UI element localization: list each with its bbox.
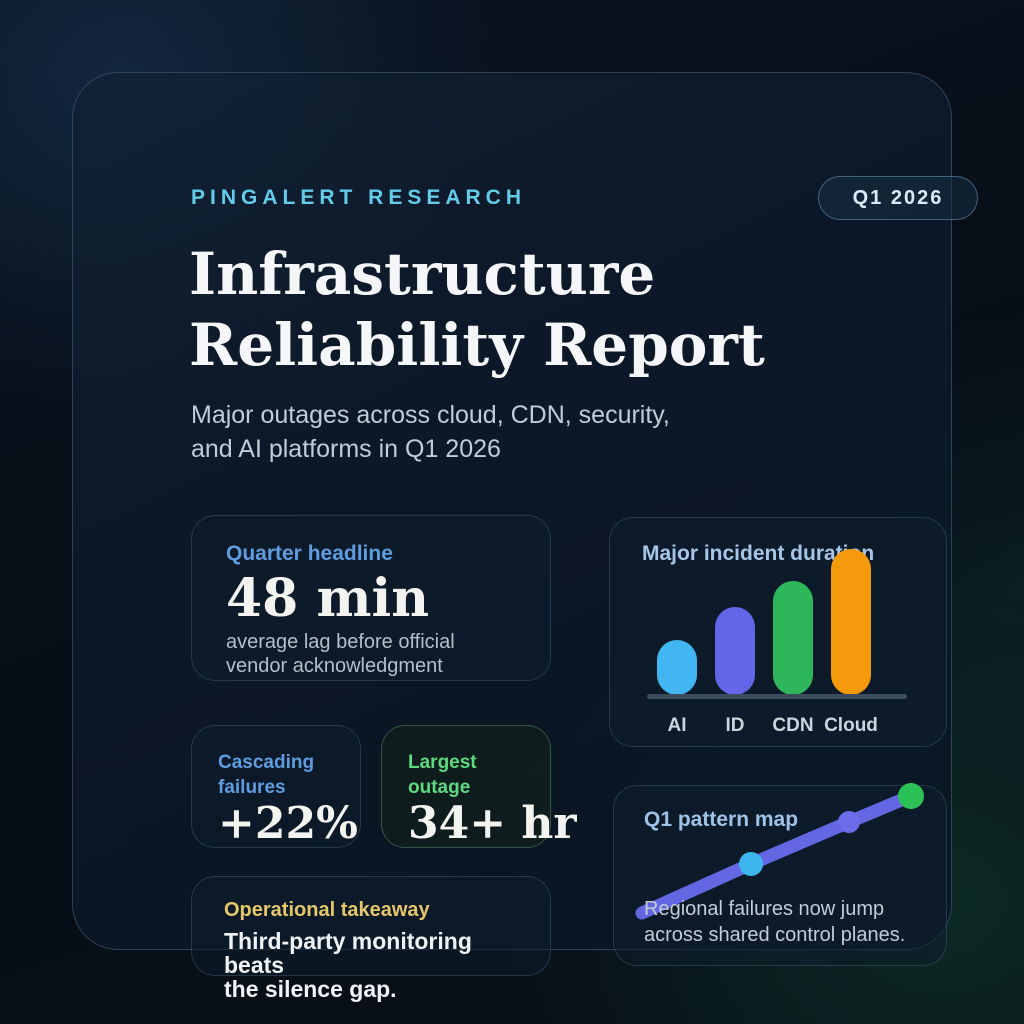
cascading-failures-value: +22% (218, 798, 358, 850)
cascading-failures-card: Cascading failures +22% (191, 725, 361, 848)
pattern-map-title: Q1 pattern map (644, 808, 799, 831)
largest-outage-card: Largest outage 34+ hr (381, 725, 577, 850)
bar-id (715, 607, 755, 695)
page-title: Infrastructure Reliability Report (189, 239, 765, 381)
incident-duration-card: Major incident duration AI ID CDN Cloud (609, 517, 947, 747)
report-panel: PINGALERT RESEARCH Q1 2026 Infrastructur… (72, 72, 978, 1001)
bar-label-ai: AI (667, 715, 687, 736)
operational-takeaway-text: Third-party monitoring beats the silence… (224, 928, 472, 1003)
page-title-line2: Reliability Report (189, 310, 765, 379)
trend-line (635, 789, 918, 920)
brand-name: PINGALERT RESEARCH (191, 186, 527, 209)
largest-outage-value: 34+ hr (408, 798, 577, 850)
quarter-badge-label: Q1 2026 (852, 186, 944, 209)
bar-chart-baseline (647, 694, 907, 699)
bar-label-id: ID (725, 715, 745, 736)
bar-cdn (773, 581, 813, 695)
quarter-headline-label: Quarter headline (226, 542, 393, 565)
quarter-badge: Q1 2026 (818, 176, 978, 220)
page-title-line1: Infrastructure (189, 240, 656, 308)
largest-outage-label: Largest outage (408, 752, 477, 799)
pattern-map-text: Regional failures now jump across shared… (644, 898, 906, 947)
quarter-headline-value: 48 min (226, 568, 430, 629)
trend-point-2 (838, 811, 860, 833)
page-subtitle: Major outages across cloud, CDN, securit… (191, 401, 670, 463)
operational-takeaway-label: Operational takeaway (224, 899, 430, 921)
bar-label-cloud: Cloud (824, 715, 878, 736)
bar-chart-title: Major incident duration (642, 542, 875, 565)
bar-label-cdn: CDN (772, 715, 814, 736)
quarter-headline-card: Quarter headline 48 min average lag befo… (191, 515, 551, 681)
cascading-failures-label: Cascading failures (218, 752, 315, 799)
trend-point-1 (739, 852, 763, 876)
bar-ai (657, 640, 697, 695)
trend-point-3 (898, 783, 924, 809)
pattern-map-card: Q1 pattern map Regional failures now jum… (613, 783, 947, 966)
bar-cloud (831, 549, 871, 695)
trend-line-chart (635, 783, 924, 920)
operational-takeaway-card: Operational takeaway Third-party monitor… (191, 876, 551, 1001)
quarter-headline-description: average lag before official vendor ackno… (226, 631, 455, 677)
